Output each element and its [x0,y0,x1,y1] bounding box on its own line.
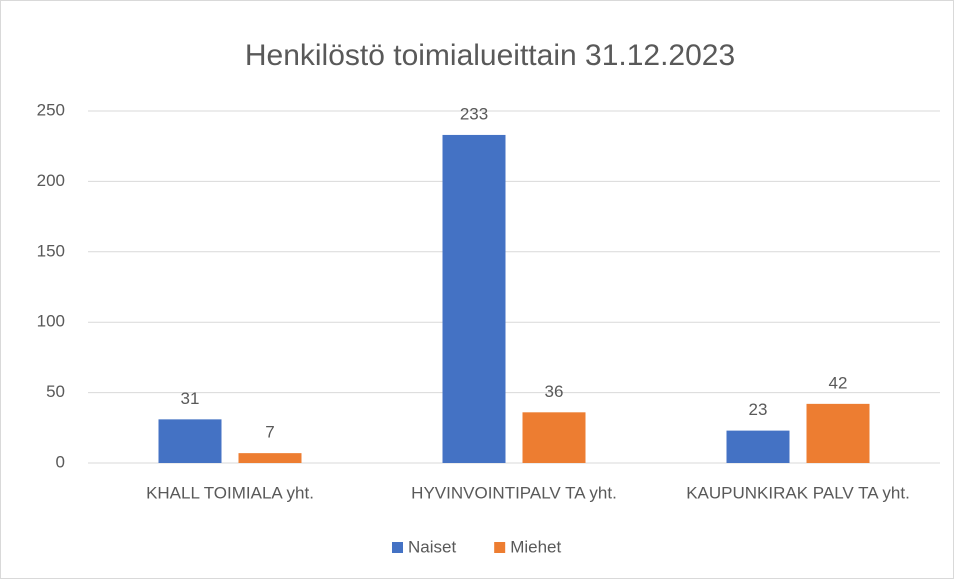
x-tick-label: HYVINVOINTIPALV TA yht. [411,483,617,502]
y-tick-label: 200 [37,171,65,190]
x-tick-label: KHALL TOIMIALA yht. [146,483,314,502]
chart-title: Henkilöstö toimialueittain 31.12.2023 [245,39,735,72]
legend-swatch [494,542,506,553]
bar [238,453,302,463]
data-label: 42 [829,373,848,392]
data-label: 233 [460,104,488,123]
y-tick-label: 250 [37,100,65,119]
data-label: 36 [545,382,564,401]
data-label: 31 [181,389,200,408]
data-label: 23 [749,400,768,419]
bar [158,419,222,463]
legend-swatch [392,542,403,553]
bar [806,403,870,463]
data-label: 7 [265,423,274,442]
y-tick-label: 150 [37,241,65,260]
legend-label: Miehet [510,537,561,556]
y-tick-label: 50 [46,382,65,401]
y-tick-label: 100 [37,312,65,331]
legend-label: Naiset [408,537,456,556]
bar [522,412,586,463]
bar [442,134,506,463]
y-tick-label: 0 [56,452,65,471]
x-tick-label: KAUPUNKIRAK PALV TA yht. [686,483,910,502]
bar [726,430,790,463]
